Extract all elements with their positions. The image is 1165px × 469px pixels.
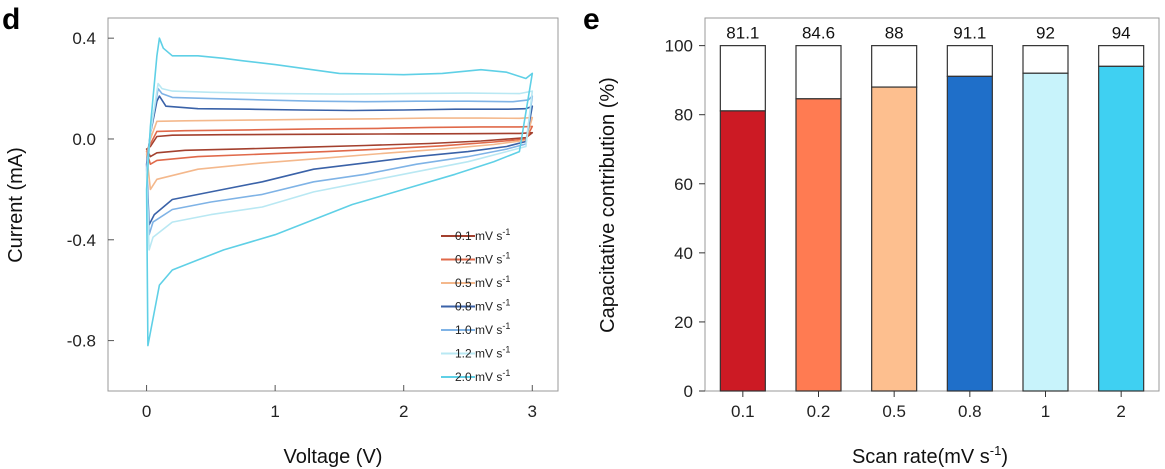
cv-legend: 0.1 mV s-1 0.2 mV s-1 0.5 mV s-1 0.8 mV s-1… [441,227,510,384]
bar-y-axis-title: Capacitative contribution (%) [597,77,619,333]
bar-value-label-1: 84.6 [802,24,835,43]
bar-y-tick-label: 40 [674,244,693,263]
cv-y-tick-label: 0.4 [72,29,96,48]
cv-legend-label-1: 0.2 mV s-1 [455,251,510,267]
cv-legend-label-0: 0.1 mV s-1 [455,227,510,243]
cv-legend-label-4: 1.0 mV s-1 [455,321,510,337]
cv-x-ticks: 0 1 2 3 [142,385,537,421]
bar-x-axis-title: Scan rate(mV s-1) [852,443,1008,468]
cv-legend-label-3: 0.8 mV s-1 [455,298,510,314]
cv-x-axis-title: Voltage (V) [284,446,383,468]
bar-series: 81.1 84.6 88 91.1 92 94 [719,24,1145,392]
cv-curve-2 [145,116,534,191]
bar-y-tick-label: 20 [674,313,693,332]
bar-y-tick-label: 60 [674,175,693,194]
bar-plot-frame [704,17,1160,392]
cv-legend-label-6: 2.0 mV s-1 [455,368,510,384]
cv-x-tick-label: 1 [270,402,279,421]
cv-y-tick-label: 0.0 [72,130,96,149]
bar-value-label-5: 94 [1112,24,1131,43]
cv-curve-1 [145,125,534,165]
panel-label-e: e [583,3,600,36]
bar-x-ticks: 0.1 0.2 0.5 0.8 1 2 [731,391,1126,421]
bar-y-ticks: 0 20 40 60 80 100 [665,37,705,401]
cv-legend-label-5: 1.2 mV s-1 [455,345,510,361]
cv-legend-label-2: 0.5 mV s-1 [455,274,510,290]
bar-5 [1098,65,1145,392]
bar-value-label-0: 81.1 [726,24,759,43]
bar-4 [1022,72,1069,392]
bar-value-label-3: 91.1 [953,24,986,43]
bar-remainder-0 [719,45,766,112]
cv-curve-5 [145,82,534,251]
cv-curve-6 [145,37,534,347]
bar-remainder-4 [1022,45,1069,74]
bar-value-label-2: 88 [885,24,904,43]
bar-x-tick-label: 0.2 [807,402,831,421]
cv-chart: 0.4 0.0 -0.4 -0.8 0 1 2 3 0.1 mV s-1 0.2 mV s-1… [5,17,559,468]
cv-y-tick-label: -0.4 [67,231,96,250]
bar-x-tick-label: 0.8 [958,402,982,421]
cv-y-axis-title: Current (mA) [5,147,27,263]
bar-value-label-4: 92 [1036,24,1055,43]
panel-label-d: d [2,3,20,36]
bar-y-tick-label: 0 [684,382,693,401]
bar-remainder-5 [1098,45,1145,67]
bar-y-tick-label: 100 [665,37,693,56]
bar-y-tick-label: 80 [674,106,693,125]
cv-plot-frame [107,17,559,392]
bar-remainder-1 [795,45,842,100]
bar-1 [795,98,842,392]
bar-2 [871,86,918,392]
bar-x-tick-label: 0.5 [882,402,906,421]
cv-y-tick-label: -0.8 [67,332,96,351]
cv-x-tick-label: 3 [528,402,537,421]
cv-y-ticks: 0.4 0.0 -0.4 -0.8 [67,29,114,351]
cv-curve-4 [145,87,534,236]
bar-0 [719,110,766,392]
bar-x-tick-label: 1 [1041,402,1050,421]
cv-x-tick-label: 0 [142,402,151,421]
bar-remainder-2 [871,45,918,88]
cv-curve-0 [145,131,534,158]
cv-x-tick-label: 2 [399,402,408,421]
cv-curves [145,37,534,347]
bar-3 [946,75,993,392]
bar-remainder-3 [946,45,993,77]
bar-x-tick-label: 2 [1116,402,1125,421]
bar-x-tick-label: 0.1 [731,402,755,421]
cv-curve-3 [145,95,534,226]
